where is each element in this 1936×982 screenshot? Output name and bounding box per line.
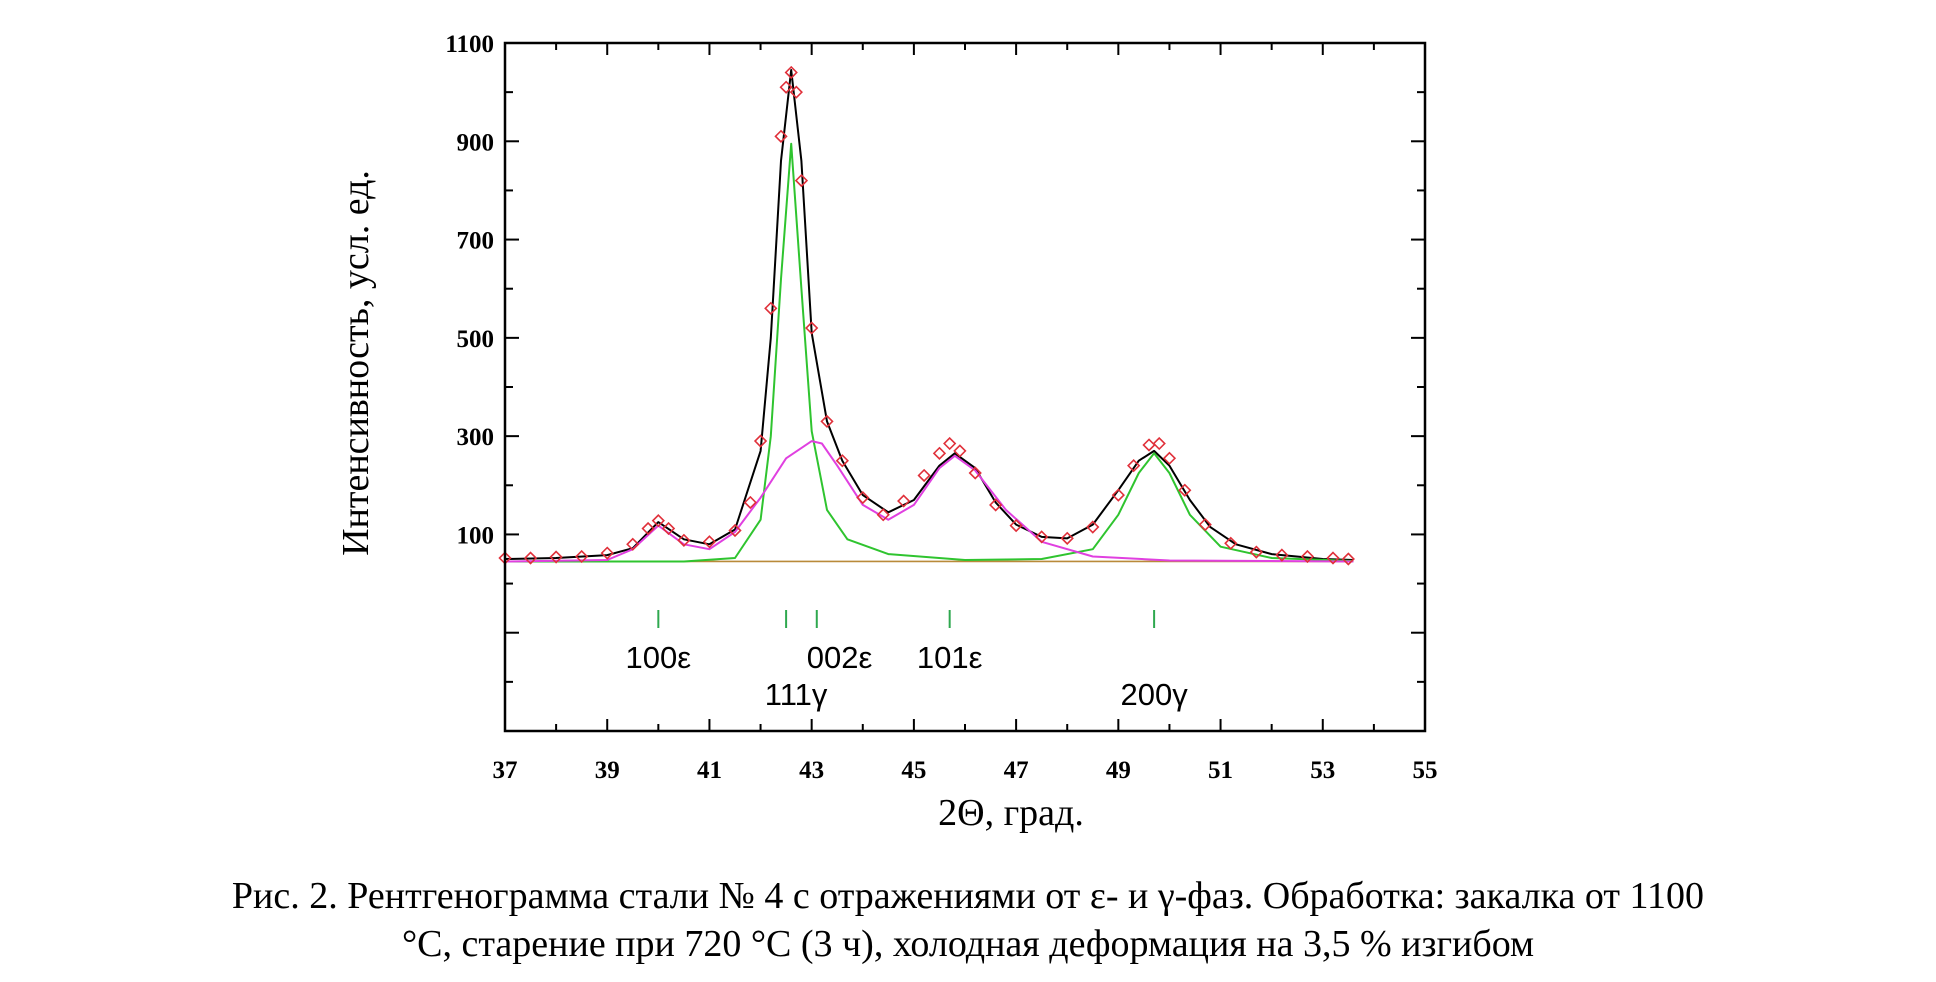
data-point <box>876 508 890 522</box>
data-point <box>575 549 589 564</box>
x-tick-label: 53 <box>1310 757 1335 784</box>
x-axis-label: 2Θ, град. <box>938 792 1084 834</box>
y-tick-label: 1100 <box>445 31 494 58</box>
data-point <box>820 414 834 429</box>
data-point <box>728 523 742 538</box>
y-tick-label: 900 <box>457 129 495 156</box>
data-point <box>943 436 957 451</box>
data-point <box>784 65 798 80</box>
data-point <box>1198 517 1212 532</box>
data-point <box>1152 436 1166 451</box>
data-point <box>753 434 768 448</box>
data-point <box>1035 530 1049 544</box>
x-tick-label: 45 <box>901 757 926 784</box>
component-epsilon-line <box>504 440 1354 563</box>
data-point <box>1249 545 1263 559</box>
y-tick-label: 300 <box>457 424 495 451</box>
data-point <box>1142 438 1156 452</box>
figure-caption: Рис. 2. Рентгенограмма стали № 4 с отраж… <box>0 872 1936 968</box>
y-tick-label: 700 <box>457 228 495 255</box>
data-point <box>626 537 640 551</box>
data-point <box>805 321 819 335</box>
data-point <box>835 454 849 468</box>
data-point <box>1086 520 1100 534</box>
data-point <box>1341 552 1355 566</box>
x-tick-label: 49 <box>1106 757 1131 784</box>
series-layer <box>498 65 1355 566</box>
y-axis-label: Интенсивность, усл. ед. <box>335 170 377 556</box>
x-tick-label: 47 <box>1004 757 1029 784</box>
data-point <box>1127 458 1141 473</box>
data-point <box>641 521 655 536</box>
component-gamma-line <box>505 142 1354 563</box>
data-point <box>968 466 982 480</box>
data-point <box>677 533 691 547</box>
observed-points-series <box>498 65 1355 566</box>
data-point <box>743 495 757 510</box>
reflection-label: 100ε <box>626 640 692 675</box>
data-point <box>856 490 870 505</box>
data-point <box>794 173 809 188</box>
data-point <box>1162 451 1177 465</box>
x-tick-label: 51 <box>1208 757 1233 784</box>
plot-frame <box>503 41 1427 733</box>
data-point <box>523 551 538 565</box>
data-point <box>1224 536 1238 550</box>
data-point <box>789 85 803 99</box>
reflection-label: 111γ <box>765 677 828 712</box>
data-point <box>1275 548 1289 562</box>
x-tick-label: 39 <box>595 757 620 784</box>
data-point <box>1111 488 1125 502</box>
data-point <box>779 80 793 94</box>
reflection-label: 101ε <box>917 640 983 675</box>
data-point <box>549 550 563 564</box>
data-point <box>600 546 614 560</box>
data-point <box>917 468 931 483</box>
data-point <box>661 521 676 536</box>
data-point <box>1300 549 1315 564</box>
data-point <box>1060 531 1074 545</box>
data-point <box>764 301 778 316</box>
data-point <box>702 535 717 549</box>
x-tick-label: 41 <box>697 757 722 784</box>
data-point <box>989 498 1003 512</box>
caption-line-1: Рис. 2. Рентгенограмма стали № 4 с отраж… <box>231 875 1705 917</box>
y-tick-label: 500 <box>457 326 495 353</box>
data-point <box>774 129 788 144</box>
x-tick-label: 43 <box>799 757 824 784</box>
data-point <box>1009 518 1023 533</box>
caption-line-2: °С, старение при 720 °С (3 ч), холодная … <box>401 923 1535 965</box>
data-point <box>932 446 947 460</box>
x-tick-label: 37 <box>493 757 518 784</box>
reflection-label: 002ε <box>807 640 873 675</box>
data-point <box>897 494 911 508</box>
data-point <box>953 444 967 458</box>
y-tick-label: 100 <box>457 522 495 549</box>
data-point <box>651 514 665 528</box>
axes: 37 39 41 43 45 47 49 51 53 55 100 300 500 700 900 1100 <box>445 31 1437 784</box>
reflection-label: 200γ <box>1120 677 1188 712</box>
data-point <box>1178 483 1192 497</box>
data-point <box>1326 551 1340 565</box>
x-tick-label: 55 <box>1413 757 1438 784</box>
total-fit-line <box>504 69 1354 561</box>
